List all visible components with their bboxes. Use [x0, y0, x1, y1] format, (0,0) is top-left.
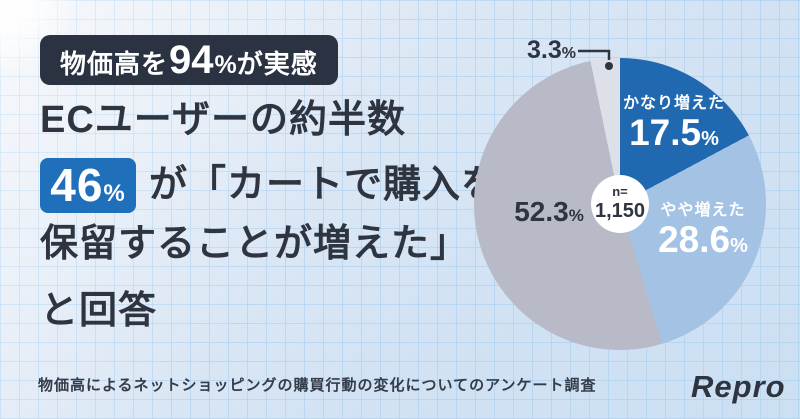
slice-label-yaya-fueta: やや増えた 28.6% — [650, 202, 756, 268]
pie-chart: かなり増えた 17.5% やや増えた 28.6% 52.3% n= 1,150 — [474, 58, 766, 350]
headline-line2: 46 % が「カートで購入を — [40, 158, 500, 213]
headline-line1: ECユーザーの約半数 — [40, 99, 407, 141]
badge-number: 94 — [169, 38, 214, 82]
slice-value: 52.3% — [514, 196, 584, 227]
survey-source-note: 物価高によるネットショッピングの購買行動の変化についてのアンケート調査 — [38, 377, 597, 394]
slice-value: 28.6% — [658, 219, 748, 260]
headline-line3: 保留することが増えた」 — [40, 223, 470, 265]
highlight-number: 46 — [50, 159, 104, 211]
slice-label-kanari-fueta: かなり増えた 17.5% — [621, 95, 727, 161]
badge-prefix: 物価高を — [60, 49, 169, 79]
repro-logo: Repro — [691, 369, 786, 404]
badge-suffix: が実感 — [236, 49, 318, 79]
slice-callout-label: 3.3% — [527, 36, 576, 64]
slice-value: 17.5% — [629, 112, 719, 153]
headline-line2-text: が「カートで購入を — [149, 163, 501, 206]
callout-leader-line — [578, 49, 613, 70]
badge-unit: % — [214, 51, 237, 79]
headline-highlight: 46 % — [40, 158, 136, 213]
highlight-unit: % — [103, 180, 126, 207]
sample-size-value: 1,150 — [594, 199, 646, 222]
stat-badge: 物価高を 94 % が実感 — [40, 35, 338, 85]
headline-line4: と回答 — [40, 290, 158, 332]
slice-name: かなり増えた — [622, 95, 725, 112]
sample-size-label: n= — [612, 184, 628, 200]
slice-label-gray: 52.3% — [510, 197, 588, 232]
slice-name: やや増えた — [660, 202, 746, 219]
sample-size-circle: n= 1,150 — [591, 175, 649, 233]
